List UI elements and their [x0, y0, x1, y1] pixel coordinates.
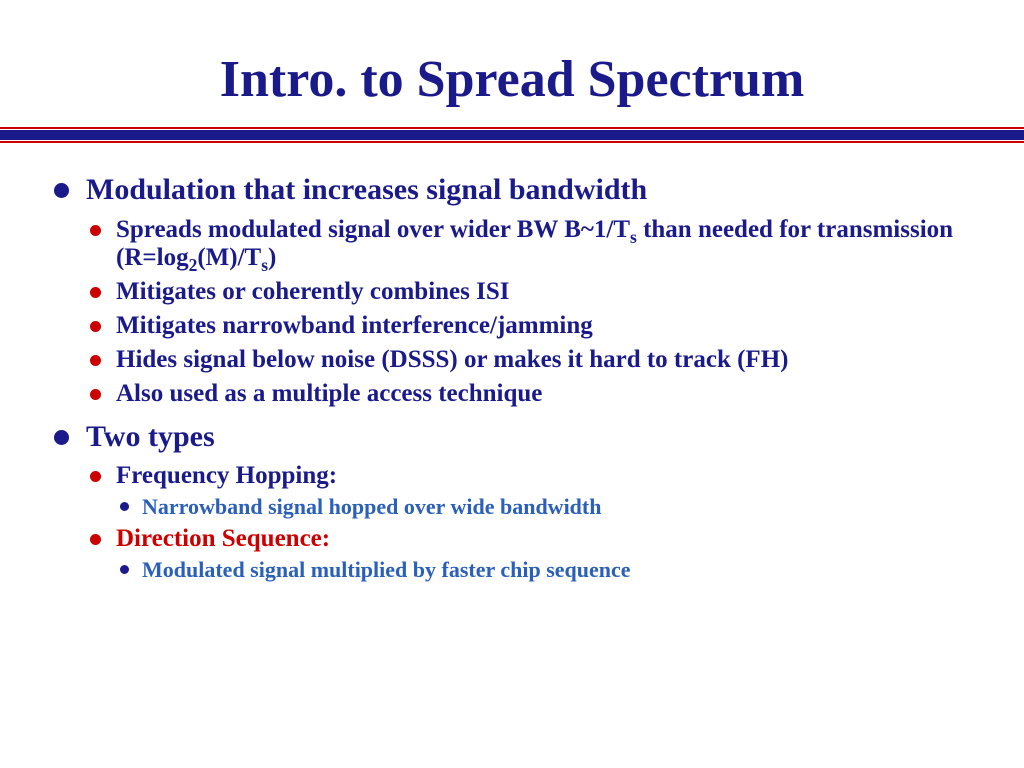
list-item-label: Spreads modulated signal over wider BW B… — [116, 216, 953, 271]
bullet-sublist: Modulated signal multiplied by faster ch… — [116, 557, 976, 582]
list-item: Also used as a multiple access technique — [86, 380, 976, 408]
list-item: Direction Sequence: Modulated signal mult… — [86, 525, 976, 582]
list-item: Modulated signal multiplied by faster ch… — [116, 557, 976, 582]
list-item-label: Mitigates narrowband interference/jammin… — [116, 312, 593, 339]
list-item-label: Frequency Hopping: — [116, 462, 337, 489]
list-item: Hides signal below noise (DSSS) or makes… — [86, 346, 976, 374]
list-item-label: Also used as a multiple access technique — [116, 380, 542, 407]
slide: Intro. to Spread Spectrum Modulation tha… — [0, 0, 1024, 768]
list-item-label: Modulation that increases signal bandwid… — [86, 173, 647, 206]
list-item-label: Mitigates or coherently combines ISI — [116, 278, 509, 305]
list-item: Modulation that increases signal bandwid… — [48, 173, 976, 408]
list-item: Mitigates or coherently combines ISI — [86, 278, 976, 306]
list-item: Narrowband signal hopped over wide bandw… — [116, 494, 976, 519]
title-divider — [0, 127, 1024, 145]
list-item: Mitigates narrowband interference/jammin… — [86, 312, 976, 340]
bullet-sublist: Frequency Hopping: Narrowband signal hopp… — [86, 462, 976, 583]
slide-content: Modulation that increases signal bandwid… — [0, 145, 1024, 583]
list-item: Spreads modulated signal over wider BW B… — [86, 216, 976, 272]
list-item: Frequency Hopping: Narrowband signal hopp… — [86, 462, 976, 519]
bullet-list: Modulation that increases signal bandwid… — [48, 173, 976, 583]
list-item-label: Modulated signal multiplied by faster ch… — [142, 557, 631, 582]
bullet-sublist: Spreads modulated signal over wider BW B… — [86, 216, 976, 408]
list-item-label: Direction Sequence: — [116, 525, 330, 552]
list-item: Two types Frequency Hopping: Narrowband si… — [48, 420, 976, 583]
list-item-label: Hides signal below noise (DSSS) or makes… — [116, 346, 788, 373]
slide-title: Intro. to Spread Spectrum — [0, 0, 1024, 127]
bullet-sublist: Narrowband signal hopped over wide bandw… — [116, 494, 976, 519]
list-item-label: Two types — [86, 420, 215, 453]
list-item-label: Narrowband signal hopped over wide bandw… — [142, 494, 601, 519]
